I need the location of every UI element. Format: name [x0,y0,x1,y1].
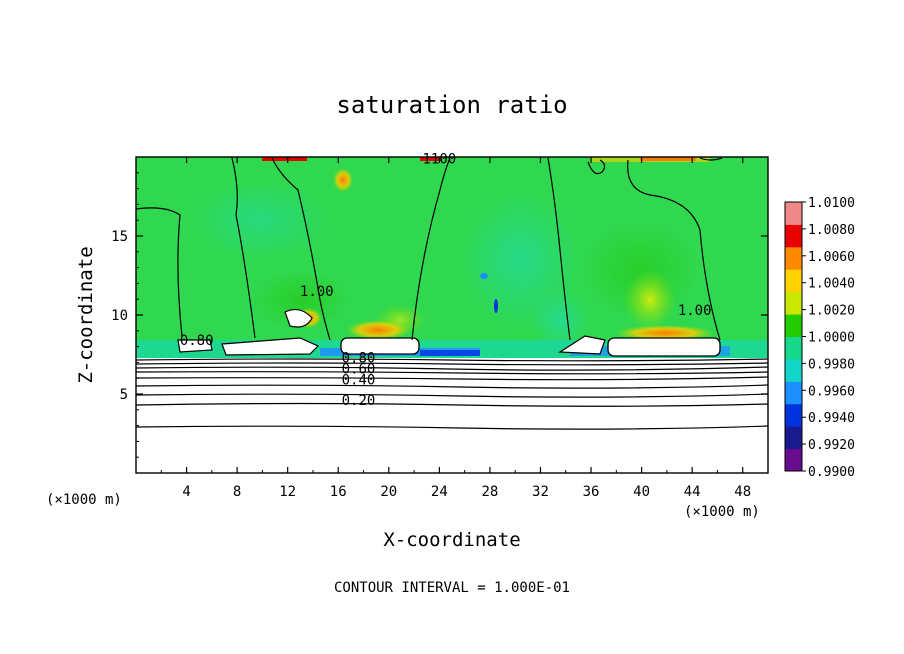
cloud-patch [177,339,213,353]
subsaturated-region [136,358,768,473]
cloud-patch [340,337,420,355]
chart-title: saturation ratio [336,91,567,119]
x-tick-label: 12 [279,484,296,500]
x-tick-label: 44 [684,484,701,500]
colorbar-segment [785,336,802,360]
colorbar-segment [785,426,802,450]
colorbar-tick-label: 1.0000 [808,331,855,346]
colorbar-segment [785,269,802,293]
y-axis-label: Z-coordinate [75,246,97,383]
contour-label: 0.20 [342,393,376,409]
x-tick-label: 40 [633,484,650,500]
contour-line [136,402,768,407]
contour-line [231,157,256,339]
plot-field [136,157,768,473]
contour-label: 1.00 [678,303,712,319]
x-axis: 4 8 12 16 20 24 28 32 36 40 44 48 [160,157,751,500]
cloud-patch [221,337,320,356]
field-orange-patch [333,168,353,192]
blue-speck [480,273,488,279]
field-dark-patch [250,270,350,330]
colorbar-tick-label: 1.0040 [808,277,855,292]
colorbar-tick-label: 0.9980 [808,357,855,372]
contour-line [411,157,451,341]
field-yellow-patch [624,270,676,330]
x-axis-label: X-coordinate [383,529,520,551]
cloud-patch [284,308,313,328]
contour-interval-note: CONTOUR INTERVAL = 1.000E-01 [334,580,570,596]
top-red-strip [420,157,442,161]
colorbar-tick-label: 1.0080 [808,223,855,238]
x-tick-label: 28 [481,484,498,500]
colorbar-tick-label: 0.9960 [808,384,855,399]
blue-band [420,350,480,356]
cloud-patch [607,337,721,357]
colorbar-segment [785,202,802,225]
colorbar-tick-label: 1.0020 [808,304,855,319]
contour-line [136,366,768,371]
y-tick-label: 10 [111,308,128,324]
colorbar-segment [785,314,802,337]
field-orange-patch [346,320,410,340]
contour-line [136,362,768,366]
top-red-strip [262,157,307,161]
x-tick-label: 48 [734,484,751,500]
x-axis-unit-right: (×1000 m) [684,504,760,520]
contour-line [547,157,571,341]
contour-line [136,371,768,375]
x-tick-label: 20 [380,484,397,500]
x-tick-label: 8 [233,484,241,500]
colorbar-segment [785,381,802,405]
field-light-patch [530,290,590,350]
colorbar-tick-label: 0.9940 [808,411,855,426]
contour-label: 0.60 [342,361,376,377]
x-tick-label: 16 [330,484,347,500]
y-axis: 5 10 15 [111,172,768,458]
colorbar-segment [785,246,802,270]
contour-line [627,159,721,341]
colorbar-segment [785,448,802,472]
contour-line [136,384,768,389]
y-tick-label: 5 [120,387,128,403]
contour-line [136,207,183,337]
x-tick-label: 24 [431,484,448,500]
field-light-patch [190,180,330,260]
colorbar-tick-label: 0.9900 [808,465,855,480]
colorbar-segment [785,224,802,248]
colorbar-tick-label: 1.0060 [808,250,855,265]
contour-line [699,157,723,161]
colorbar-segment [785,403,802,427]
blue-speck [494,299,498,313]
x-tick-label: 36 [583,484,600,500]
contour-line [587,159,606,175]
colorbar-segment [785,358,802,382]
y-tick-label: 15 [111,229,128,245]
colorbar: 0.9900 0.9920 0.9940 0.9960 0.9980 1.0000 1.00… [784,196,855,480]
contour-line [136,393,768,398]
contour-label: 0.40 [342,373,376,389]
contour-line [136,376,768,381]
colorbar-tick-label: 1.0100 [808,196,855,211]
field-orange-patch [615,325,715,341]
x-tick-label: 4 [182,484,190,500]
contour-lines [136,157,768,430]
contour-label: 0.80 [342,350,376,366]
cloud-patch [558,335,606,355]
contour-line [136,425,768,430]
contour-line [271,157,331,341]
x-axis-unit-left: (×1000 m) [46,492,122,508]
colorbar-tick-label: 0.9920 [808,438,855,453]
top-yellow-strip [590,157,710,162]
contour-line [136,358,768,362]
contour-label: 0.80 [180,333,214,349]
contour-label: 1.00 [300,284,334,300]
x-tick-label: 32 [532,484,549,500]
colorbar-segment [785,291,802,315]
